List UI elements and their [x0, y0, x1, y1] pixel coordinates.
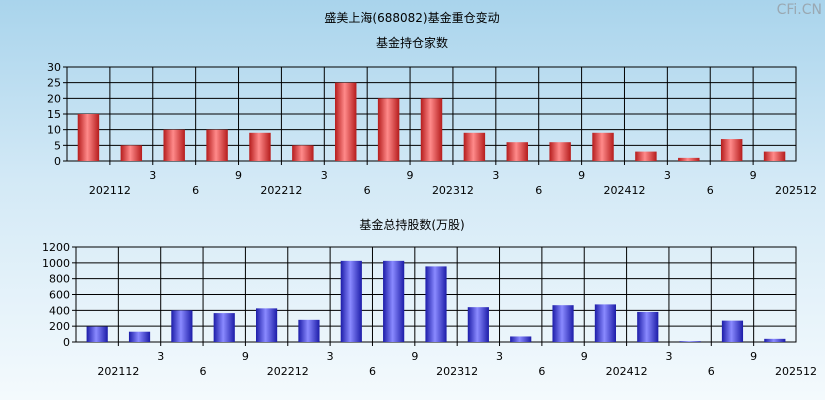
- chart1-x-tick-label: 6: [364, 184, 371, 197]
- page-title: 盛美上海(688082)基金重仓变动: [324, 10, 499, 25]
- chart2-title: 基金总持股数(万股): [359, 217, 464, 232]
- chart1-x-tick-label: 9: [750, 169, 757, 182]
- chart1-x-tick-label: 202512: [775, 184, 817, 197]
- chart1-bar: [635, 151, 657, 161]
- chart2-bar: [425, 266, 447, 342]
- chart1-bar: [292, 145, 314, 161]
- chart1-x-tick-label: 3: [664, 169, 671, 182]
- watermark-logo: CFi.CN: [777, 2, 822, 18]
- chart2-x-tick-label: 3: [496, 350, 503, 363]
- chart2-x-tick-label: 3: [327, 350, 334, 363]
- chart1-x-tick-label: 3: [149, 169, 156, 182]
- chart1-y-tick-label: 15: [47, 108, 61, 121]
- chart2-x-tick-label: 9: [411, 350, 418, 363]
- chart1-y-tick-label: 0: [54, 155, 61, 168]
- chart1-x-tick-label: 9: [578, 169, 585, 182]
- chart1-x-tick-label: 202212: [260, 184, 302, 197]
- chart1-x-tick-label: 6: [707, 184, 714, 197]
- chart1-bar: [77, 114, 100, 161]
- chart2-x-tick-label: 3: [157, 350, 164, 363]
- chart1-x-tick-label: 202312: [432, 184, 474, 197]
- chart2-x-tick-label: 9: [581, 350, 588, 363]
- chart1-x-tick-label: 9: [235, 169, 242, 182]
- chart2-y-tick-label: 1200: [42, 241, 70, 254]
- chart2-bar: [764, 338, 786, 342]
- chart2-bar: [637, 311, 659, 342]
- chart2-bar: [383, 260, 405, 342]
- chart1-bar: [249, 132, 271, 161]
- chart1-bar: [592, 132, 614, 161]
- chart1-bar: [678, 157, 700, 161]
- chart2-y-tick-label: 400: [49, 304, 70, 317]
- chart2-bar: [128, 331, 151, 342]
- chart2-bar: [298, 319, 320, 342]
- chart2-x-tick-label: 6: [369, 365, 376, 378]
- chart2-x-tick-label: 202412: [606, 365, 648, 378]
- chart1-x-tick-label: 3: [321, 169, 328, 182]
- chart2-y-tick-label: 600: [49, 289, 70, 302]
- chart1-bar: [549, 142, 571, 161]
- chart1-y-tick-label: 10: [47, 124, 61, 137]
- chart2-x-tick-label: 6: [538, 365, 545, 378]
- chart1-x-tick-label: 6: [535, 184, 542, 197]
- chart2-x-tick-label: 6: [200, 365, 207, 378]
- chart1-y-tick-label: 5: [54, 139, 61, 152]
- chart2-y-tick-label: 800: [49, 273, 70, 286]
- chart2-y-tick-label: 1000: [42, 257, 70, 270]
- chart1-bar: [335, 82, 357, 161]
- chart2-bar: [594, 304, 616, 342]
- chart1-bar: [463, 132, 486, 161]
- chart2-x-tick-label: 9: [750, 350, 757, 363]
- chart2-bar: [256, 308, 278, 342]
- chart2-y-tick-label: 200: [49, 320, 70, 333]
- chart1-bar: [163, 129, 185, 161]
- chart2-y-tick-label: 0: [63, 336, 70, 349]
- chart2-x-tick-label: 202212: [267, 365, 309, 378]
- chart1-bar: [763, 151, 786, 161]
- chart1-x-tick-label: 6: [192, 184, 199, 197]
- chart2-x-tick-label: 6: [708, 365, 715, 378]
- chart2-x-tick-label: 202512: [775, 365, 817, 378]
- chart2-bar: [510, 336, 532, 342]
- chart1-y-tick-label: 30: [47, 61, 61, 74]
- chart1-x-tick-label: 3: [492, 169, 499, 182]
- chart1-x-tick-label: 202412: [603, 184, 645, 197]
- chart2-bar: [679, 341, 701, 342]
- chart2-bar: [171, 310, 193, 342]
- chart1-bar: [120, 145, 143, 161]
- chart1-bar: [206, 129, 228, 161]
- chart2-bar: [213, 313, 235, 342]
- chart1-y-tick-label: 25: [47, 77, 61, 90]
- chart1-bar: [720, 139, 743, 161]
- chart1-x-tick-label: 9: [407, 169, 414, 182]
- chart2-x-tick-label: 9: [242, 350, 249, 363]
- chart2-plot: 0 200 400 600 800 1000 1200 202112 3 6 9 202212 3 6 9 2…: [42, 241, 817, 378]
- chart2-bar: [340, 260, 362, 342]
- chart2-bar: [721, 320, 744, 342]
- chart2-bar: [467, 307, 489, 342]
- chart2-x-tick-label: 202312: [436, 365, 478, 378]
- chart1-bar: [506, 142, 528, 161]
- chart2-x-tick-label: 202112: [97, 365, 139, 378]
- chart1-bar: [420, 98, 443, 161]
- chart1-plot: 0 5 10 15 20 25 30 202112 3 6 9 202212 3 6 9 202312 3 6 9 2…: [47, 61, 817, 197]
- chart2-bar: [86, 326, 108, 342]
- chart1-x-tick-label: 202112: [89, 184, 131, 197]
- chart1-bar: [377, 98, 400, 161]
- chart2-bar: [552, 305, 574, 342]
- chart1-title: 基金持仓家数: [376, 35, 448, 50]
- chart2-x-tick-label: 3: [665, 350, 672, 363]
- chart1-y-tick-label: 20: [47, 92, 61, 105]
